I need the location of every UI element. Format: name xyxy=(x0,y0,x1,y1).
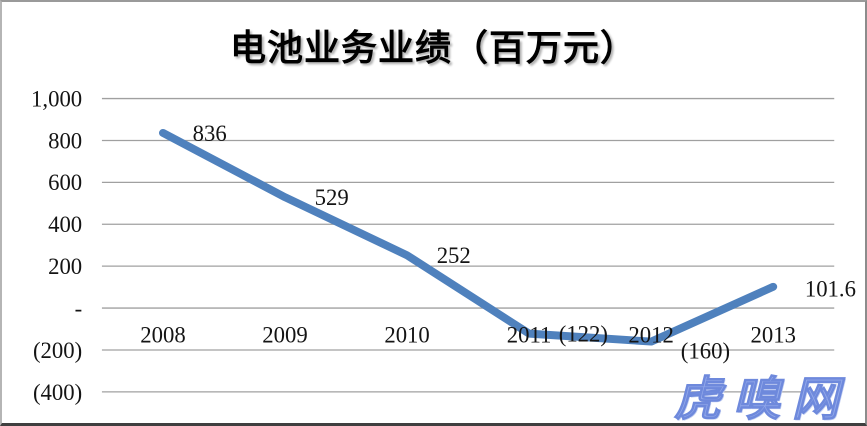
data-point-label: 101.6 xyxy=(805,277,856,302)
x-axis-category-label: 2013 xyxy=(750,323,795,348)
y-axis-tick-label: (400) xyxy=(33,380,82,405)
battery-performance-line-series xyxy=(159,128,778,346)
x-axis-category-label: 2008 xyxy=(140,323,185,348)
data-point-label: 836 xyxy=(193,121,227,146)
y-axis-tick-label: 1,000 xyxy=(31,86,82,111)
data-point-label: 252 xyxy=(437,243,471,268)
x-axis-category-label: 2010 xyxy=(384,323,429,348)
data-point-label: 529 xyxy=(315,185,349,210)
x-axis-category-label: 2012 xyxy=(628,323,673,348)
y-axis-tick-label: 800 xyxy=(48,128,82,153)
x-axis-category-label: 2011 xyxy=(507,323,552,348)
y-axis-tick-label: (200) xyxy=(33,338,82,363)
y-axis-tick-label: 400 xyxy=(48,212,82,237)
data-point-label: (160) xyxy=(681,338,730,363)
y-axis-tick-label: - xyxy=(75,296,83,321)
chart-title: 电池业务业绩（百万元） xyxy=(229,28,637,68)
x-axis-category-label: 2009 xyxy=(262,323,307,348)
y-axis-tick-label: 600 xyxy=(48,170,82,195)
data-point-label: (122) xyxy=(559,322,608,347)
huxiu-watermark: 虎嗅网 xyxy=(674,374,851,426)
y-axis-tick-label: 200 xyxy=(48,254,82,279)
